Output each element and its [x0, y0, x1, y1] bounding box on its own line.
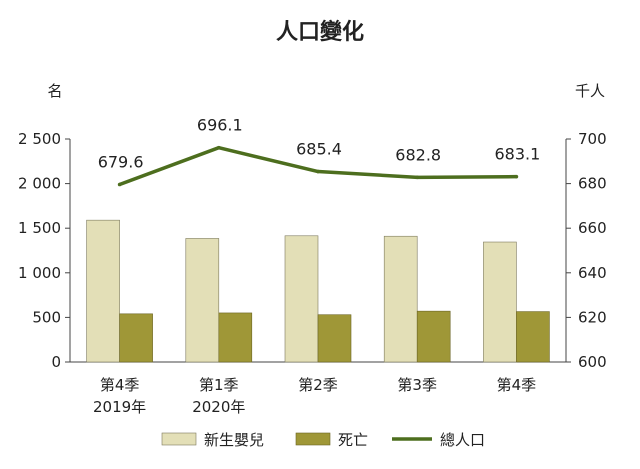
right-tick-label: 680: [578, 175, 607, 193]
left-axis-ticks: 0 500 1 000 1 500 2 000 2 500: [18, 130, 70, 371]
legend-label-deaths: 死亡: [338, 431, 368, 449]
right-axis-unit: 千人: [575, 82, 605, 100]
population-data-label: 679.6: [98, 152, 144, 171]
right-tick-label: 660: [578, 219, 607, 237]
left-tick-label: 2 500: [18, 130, 61, 148]
population-point: [415, 175, 420, 180]
bar-deaths: [516, 311, 550, 363]
left-tick-label: 1 000: [18, 264, 61, 282]
x-tick-label: 2020年: [192, 398, 245, 416]
bar-births: [483, 241, 517, 363]
x-tick-label: 第1季: [199, 376, 239, 394]
chart-title: 人口變化: [275, 20, 364, 45]
right-tick-label: 620: [578, 308, 607, 326]
legend-swatch-deaths: [295, 432, 331, 446]
bar-deaths: [317, 314, 352, 363]
bar-deaths: [416, 310, 451, 363]
bar-births: [185, 238, 220, 363]
left-tick-label: 1 500: [18, 219, 61, 237]
x-tick-label: 第4季: [100, 376, 140, 394]
population-point: [117, 182, 122, 187]
legend-swatch-births: [161, 432, 197, 446]
legend-label-population: 總人口: [440, 431, 485, 449]
left-tick-label: 500: [32, 308, 61, 326]
right-tick-label: 640: [578, 264, 607, 282]
x-tick-label: 2019年: [93, 398, 146, 416]
x-tick-label: 第3季: [397, 376, 437, 394]
population-data-label: 682.8: [395, 145, 441, 164]
left-tick-label: 0: [51, 353, 61, 371]
right-tick-label: 700: [578, 130, 607, 148]
population-data-label: 696.1: [197, 116, 243, 135]
right-axis-ticks: 600 620 640 660 680 700: [566, 130, 607, 371]
bar-series: [86, 219, 550, 363]
bar-births: [383, 235, 418, 363]
population-point: [316, 169, 320, 174]
legend: 新生嬰兒 死亡 總人口: [161, 431, 485, 449]
bar-births: [284, 235, 319, 363]
legend-label-births: 新生嬰兒: [204, 431, 264, 449]
population-data-label: 685.4: [296, 140, 342, 159]
left-axis-unit: 名: [47, 82, 62, 100]
bar-births: [86, 219, 120, 363]
population-point: [514, 174, 519, 179]
population-point: [217, 145, 221, 150]
bar-deaths: [119, 313, 153, 363]
x-axis-ticks: 第4季 2019年 第1季 2020年 第2季 第3季 第4季: [93, 376, 536, 416]
x-tick-label: 第4季: [497, 376, 537, 394]
left-tick-label: 2 000: [18, 175, 61, 193]
right-tick-label: 600: [578, 353, 607, 371]
x-tick-label: 第2季: [298, 376, 338, 394]
line-series: 679.6 696.1 685.4 682.8 683.1: [98, 116, 540, 187]
population-data-label: 683.1: [494, 145, 540, 164]
bar-deaths: [218, 312, 253, 363]
